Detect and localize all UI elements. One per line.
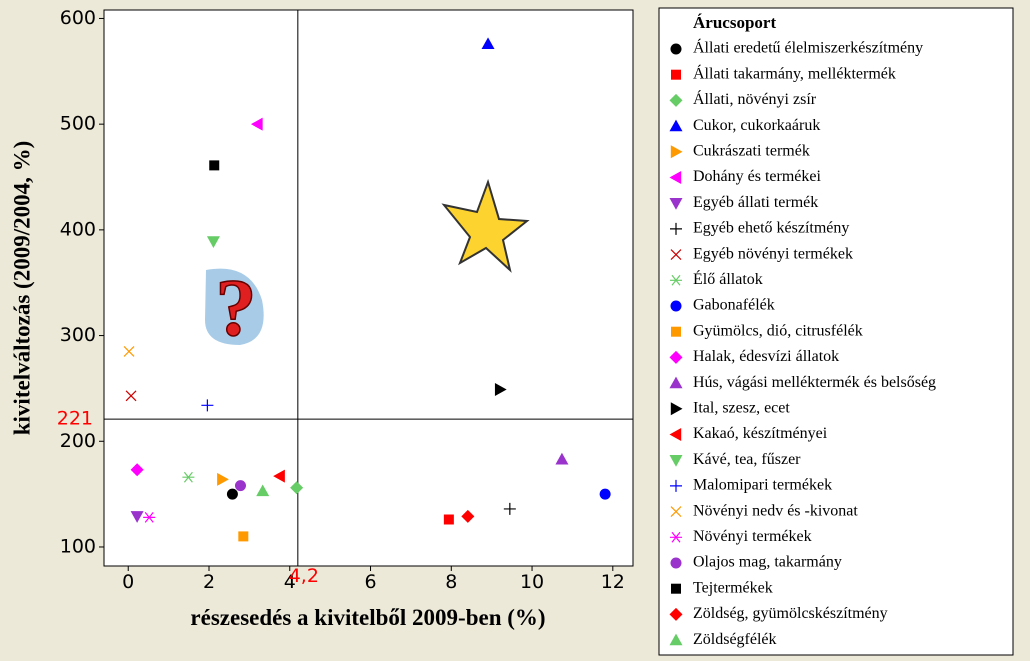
point [123, 345, 135, 357]
point [209, 160, 220, 171]
legend-label: Malomipari termékek [693, 477, 832, 494]
legend-label: Olajos mag, takarmány [693, 554, 842, 571]
point [125, 390, 137, 402]
legend-label: Zöldségfélék [693, 631, 777, 648]
legend-label: Egyéb állati termék [693, 194, 818, 211]
legend-marker [669, 350, 683, 364]
legend-label: Cukor, cukorkaáruk [693, 117, 820, 134]
legend-marker [669, 633, 683, 646]
y-tick-label: 100 [60, 535, 96, 557]
legend-marker [669, 93, 683, 107]
legend-label: Gyümölcs, dió, citrusfélék [693, 322, 863, 339]
point [238, 531, 249, 542]
legend-marker [670, 274, 682, 286]
svg-text:?: ? [216, 262, 257, 353]
plot-area [103, 9, 634, 567]
legend-label: Tejtermékek [693, 579, 773, 596]
point [461, 509, 475, 523]
point [555, 452, 569, 465]
y-tick-label: 500 [60, 113, 96, 135]
point [217, 472, 229, 486]
legend-label: Egyéb növényi termékek [693, 245, 853, 262]
point [130, 463, 144, 477]
decoration-question: ? [205, 261, 264, 354]
x-tick-label: 8 [445, 571, 457, 593]
legend-marker [670, 300, 682, 312]
legend-marker [671, 326, 681, 337]
legend-marker [669, 171, 682, 184]
y-axis-label: kivitelváltozás (2009/2004, %) [9, 141, 34, 436]
point [143, 512, 156, 523]
legend-marker [670, 479, 682, 492]
point [250, 117, 263, 131]
x-tick-label: 2 [203, 571, 215, 593]
legend-marker [670, 145, 683, 159]
legend-label: Cukrászati termék [693, 142, 810, 159]
legend-marker [671, 69, 681, 80]
x-tick-label: 4 [284, 571, 296, 593]
legend-title: Árucsoport [693, 13, 776, 32]
legend-marker [671, 583, 681, 594]
legend-marker [669, 198, 683, 210]
point [256, 484, 270, 497]
x-tick-label: 6 [364, 571, 376, 593]
y-tick-label: 400 [60, 218, 96, 240]
legend-marker [670, 222, 682, 235]
legend-marker [669, 119, 683, 132]
legend-label: Halak, édesvízi állatok [693, 348, 839, 365]
point [234, 480, 246, 492]
legend-marker [670, 249, 682, 261]
y-tick-label: 600 [60, 7, 96, 29]
legend-label: Kávé, tea, fűszer [693, 451, 801, 468]
legend-label: Hús, vágási melléktermék és belsőség [693, 374, 936, 391]
legend-label: Állati eredetű élelmiszerkészítmény [693, 38, 923, 57]
legend-marker [670, 506, 682, 518]
legend-label: Kakaó, készítményei [693, 425, 828, 442]
legend-marker [669, 376, 683, 389]
point [290, 481, 304, 495]
legend-label: Dohány és termékei [693, 168, 822, 185]
y-tick-label: 200 [60, 430, 96, 452]
legend-marker [669, 455, 683, 467]
x-tick-label: 10 [520, 571, 544, 593]
legend-label: Egyéb ehető készítmény [693, 220, 849, 237]
legend-label: Állati takarmány, melléktermék [693, 63, 896, 82]
legend-marker [670, 557, 682, 569]
legend-marker [669, 428, 682, 441]
legend-label: Ital, szesz, ecet [693, 399, 790, 416]
point [494, 382, 507, 396]
legend-label: Állati, növényi zsír [693, 89, 817, 108]
legend-label: Élő állatok [693, 269, 763, 288]
legend-label: Gabonafélék [693, 297, 775, 314]
legend-marker [670, 531, 682, 543]
x-axis-label: részesedés a kivitelből 2009-ben (%) [190, 605, 545, 630]
point [599, 488, 611, 500]
legend-marker [670, 402, 683, 416]
point [130, 511, 144, 523]
legend-label: Növényi nedv és -kivonat [693, 502, 858, 519]
x-tick-label: 0 [122, 571, 134, 593]
reference-label: 4,2 [289, 565, 319, 587]
point [481, 37, 495, 50]
point [226, 488, 238, 500]
point [273, 469, 285, 483]
legend-label: Növényi termékek [693, 528, 812, 545]
legend-marker [669, 607, 683, 621]
legend-box [658, 7, 1014, 656]
point [206, 236, 220, 248]
legend-marker [670, 43, 682, 55]
point [182, 471, 195, 483]
point [503, 502, 516, 515]
point [443, 514, 454, 525]
legend-label: Zöldség, gyümölcskészítmény [693, 605, 888, 622]
x-tick-label: 12 [601, 571, 625, 593]
reference-label: 221 [57, 408, 93, 430]
decoration-star [441, 178, 530, 273]
y-tick-label: 300 [60, 324, 96, 346]
point [201, 399, 214, 412]
